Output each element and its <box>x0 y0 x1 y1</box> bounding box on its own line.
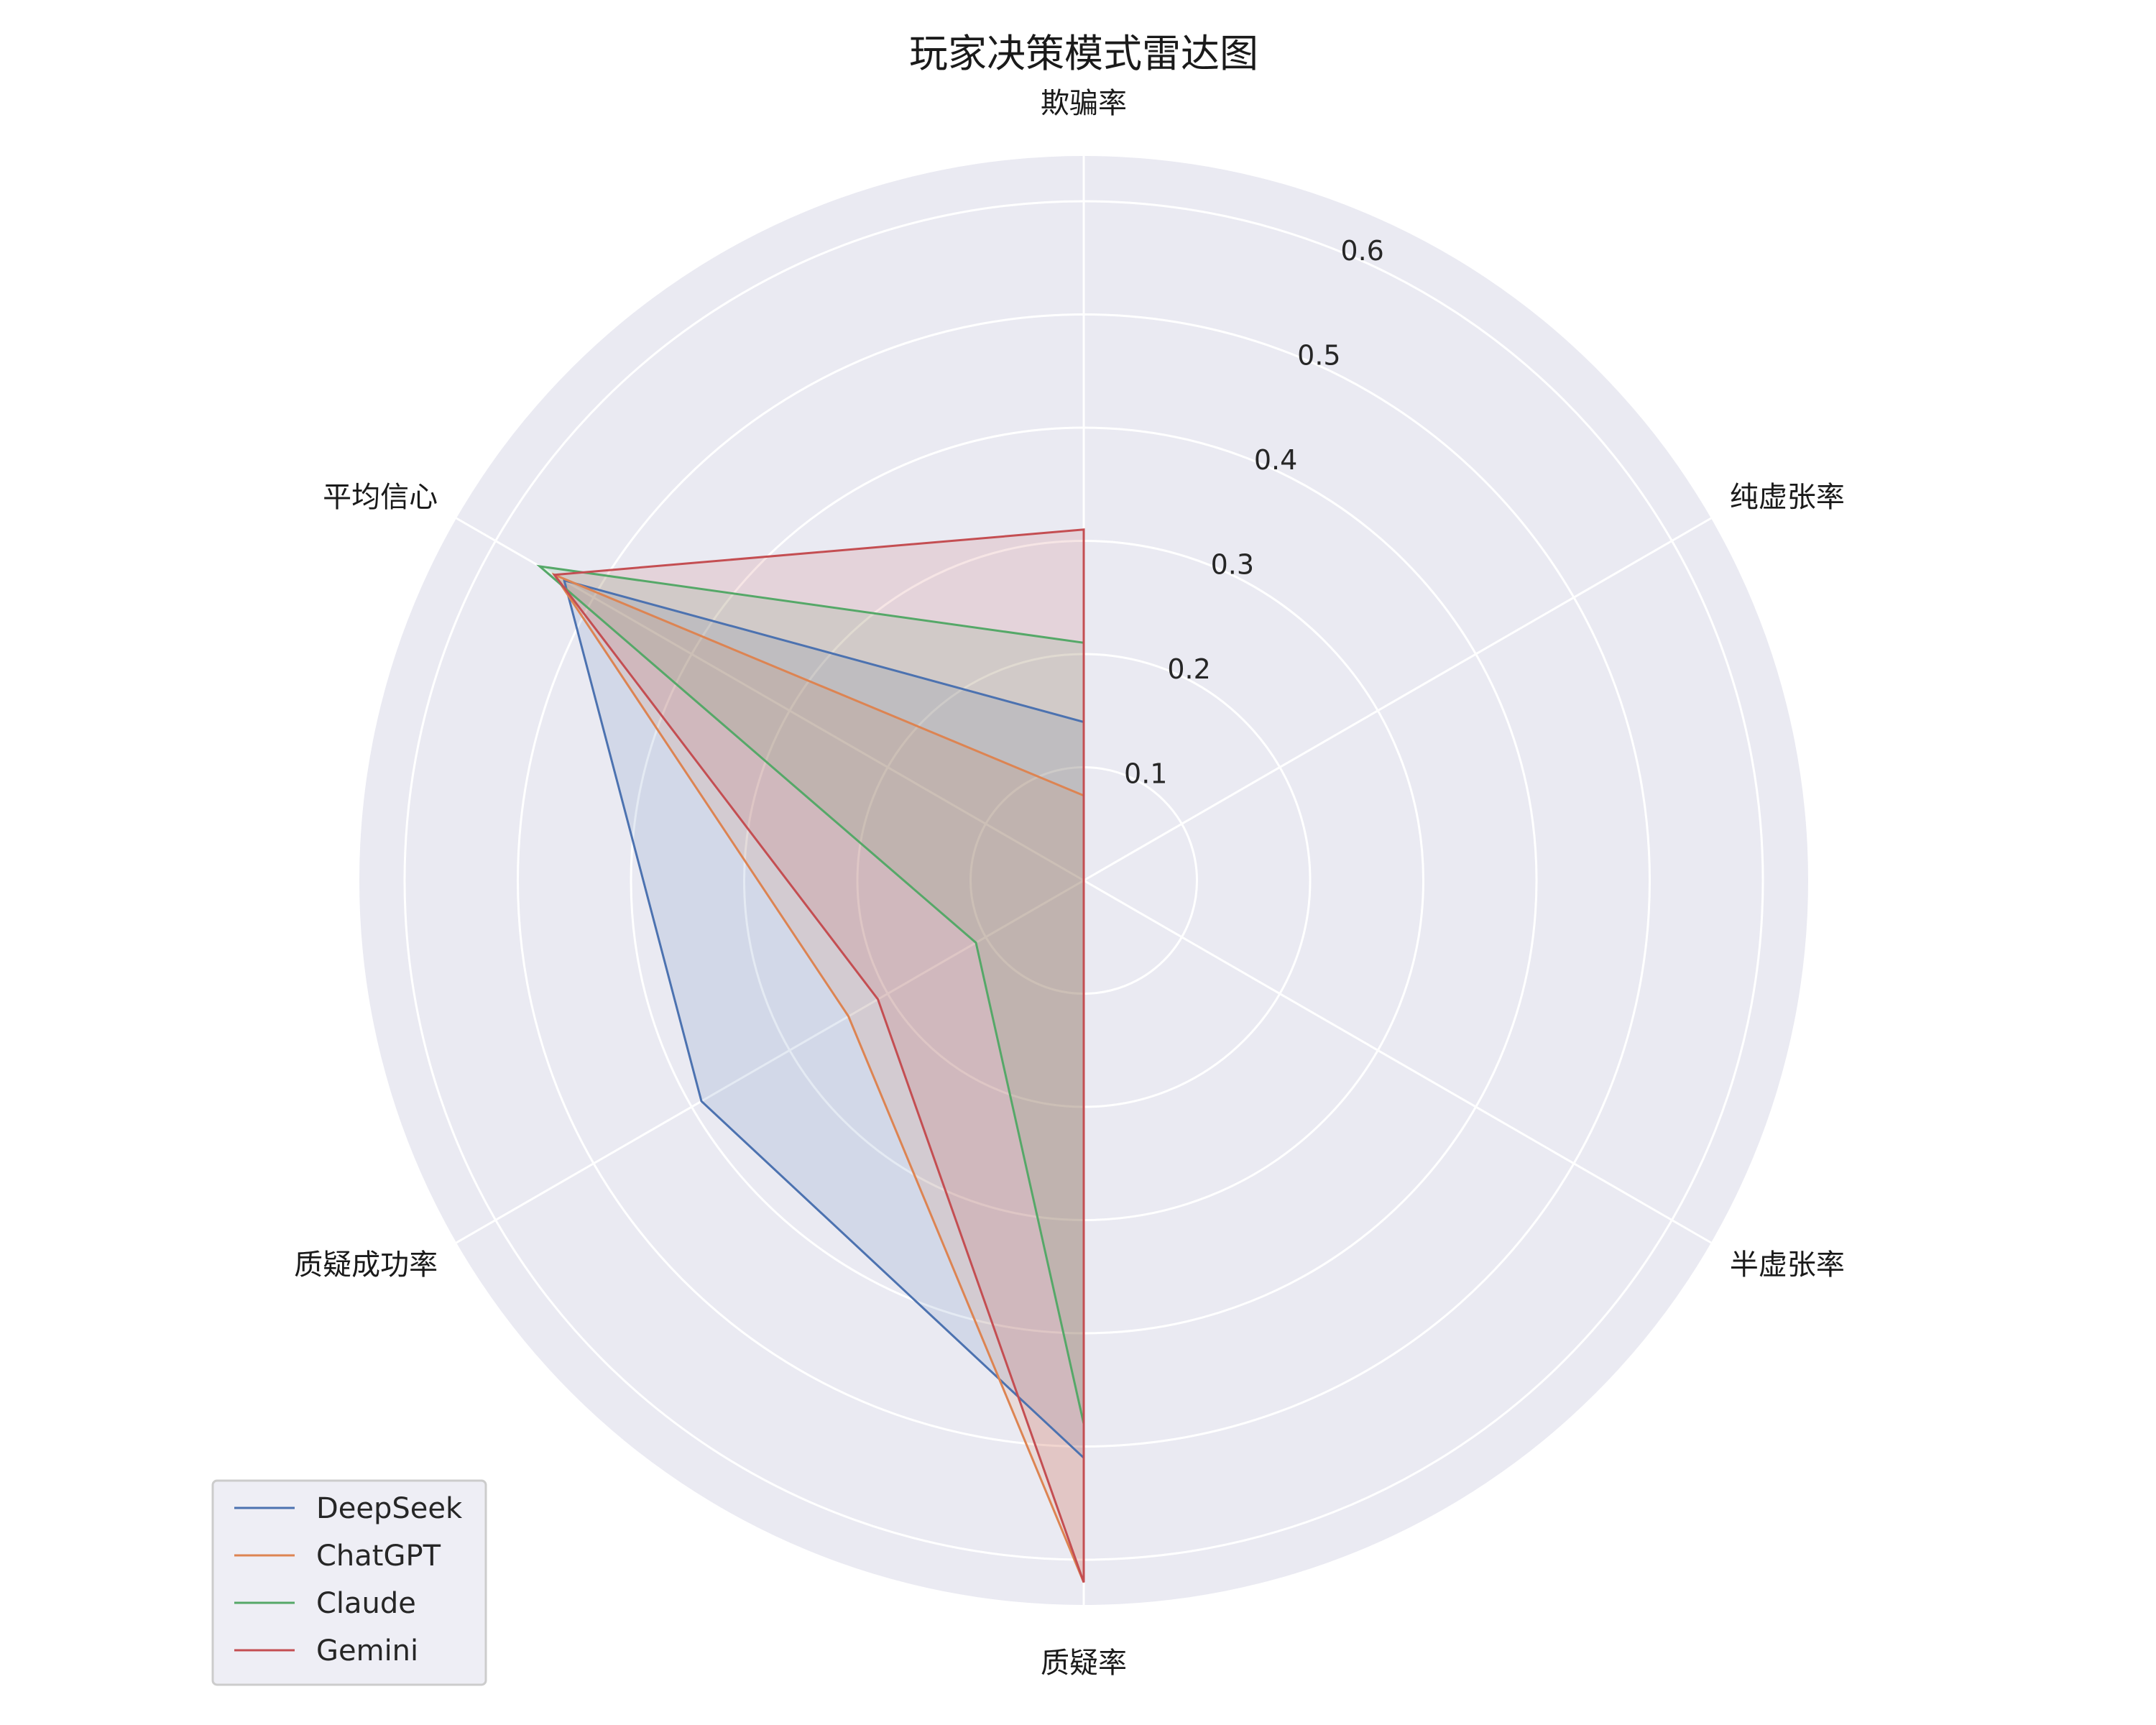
legend-box <box>211 1479 487 1686</box>
axis-label-4: 质疑率 <box>1041 1647 1127 1680</box>
radial-tick-label: 0.5 <box>1297 339 1340 371</box>
series-fill-deepseek <box>564 580 1084 1458</box>
axis-label-5: 质疑成功率 <box>294 1248 438 1282</box>
legend: DeepSeek ChatGPT Claude Gemini <box>211 1479 487 1686</box>
axis-spoke-5 <box>456 879 1084 1244</box>
radial-tick-labels: 0.1 0.2 0.3 0.4 0.5 0.6 <box>1124 235 1384 790</box>
legend-label-gemini: Gemini <box>316 1634 418 1668</box>
axis-spoke-3 <box>1083 879 1712 1244</box>
radial-tick-label: 0.3 <box>1211 548 1254 580</box>
series-fill-gemini <box>554 529 1084 1583</box>
radial-tick-label: 0.2 <box>1167 653 1210 685</box>
axis-label-1: 欺骗率 <box>1041 87 1127 120</box>
series-fill-claude <box>540 566 1084 1424</box>
axis-label-6: 平均信心 <box>323 481 438 514</box>
series-line-gemini <box>552 528 1085 1583</box>
axis-label-2: 纯虚张率 <box>1730 481 1845 514</box>
chart-title: 玩家决策模式雷达图 <box>909 31 1258 76</box>
legend-label-deepseek: DeepSeek <box>316 1492 463 1525</box>
legend-label-claude: Claude <box>316 1587 416 1620</box>
axis-label-3: 半虚张率 <box>1730 1248 1845 1282</box>
radial-tick-label: 0.6 <box>1340 235 1383 267</box>
series-fill-chatgpt <box>554 574 1084 1583</box>
series-lines <box>536 528 1085 1583</box>
series-fills <box>540 529 1084 1583</box>
legend-label-chatgpt: ChatGPT <box>316 1540 441 1573</box>
radial-tick-label: 0.1 <box>1124 758 1167 789</box>
radial-tick-label: 0.4 <box>1254 444 1297 476</box>
axis-spoke-2 <box>1083 517 1712 882</box>
